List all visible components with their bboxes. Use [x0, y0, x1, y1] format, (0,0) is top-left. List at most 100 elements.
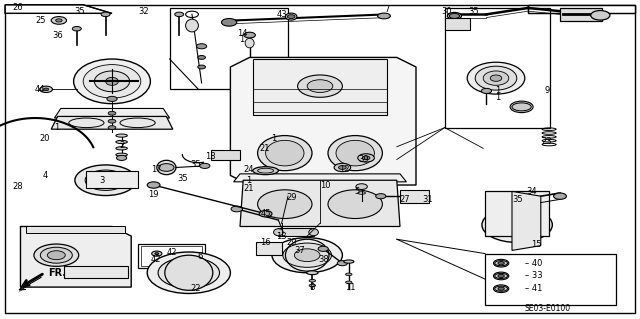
Text: 17: 17: [152, 165, 162, 174]
Ellipse shape: [273, 229, 283, 236]
Text: SE03-E0100: SE03-E0100: [524, 304, 570, 313]
Circle shape: [107, 96, 117, 101]
Ellipse shape: [116, 153, 127, 156]
Circle shape: [481, 88, 492, 93]
Text: 35: 35: [75, 7, 85, 16]
Ellipse shape: [34, 244, 79, 266]
Ellipse shape: [346, 281, 352, 284]
Text: 19: 19: [148, 190, 159, 199]
Circle shape: [510, 101, 533, 113]
Text: 35: 35: [177, 174, 188, 183]
Text: 43: 43: [276, 10, 287, 19]
Text: 7: 7: [385, 5, 390, 14]
Text: 38: 38: [318, 256, 328, 264]
Text: 16: 16: [260, 238, 271, 247]
Ellipse shape: [309, 284, 316, 287]
Circle shape: [147, 182, 160, 188]
Text: 6: 6: [198, 252, 203, 261]
Circle shape: [44, 88, 49, 91]
Ellipse shape: [328, 136, 383, 171]
Text: 31: 31: [422, 195, 433, 204]
Circle shape: [108, 119, 116, 123]
Text: 42: 42: [150, 256, 161, 264]
Bar: [138, 244, 205, 268]
Polygon shape: [51, 116, 173, 129]
Ellipse shape: [346, 273, 352, 276]
Circle shape: [504, 219, 530, 231]
Circle shape: [161, 257, 172, 263]
Text: 29: 29: [286, 193, 296, 202]
Text: 35: 35: [468, 7, 479, 16]
Text: 35: 35: [512, 195, 522, 204]
Text: 9: 9: [545, 86, 550, 95]
Ellipse shape: [336, 140, 374, 166]
Circle shape: [147, 252, 230, 293]
Circle shape: [356, 184, 367, 189]
Text: 28: 28: [13, 182, 23, 191]
Ellipse shape: [258, 136, 312, 171]
Circle shape: [498, 262, 504, 265]
Ellipse shape: [258, 190, 312, 219]
Ellipse shape: [74, 59, 150, 104]
Circle shape: [318, 246, 328, 251]
Ellipse shape: [447, 12, 461, 19]
Text: 45: 45: [260, 209, 271, 218]
Polygon shape: [240, 180, 400, 226]
Ellipse shape: [116, 134, 127, 137]
Circle shape: [493, 213, 541, 237]
Text: 8: 8: [310, 283, 315, 292]
Text: 22: 22: [190, 284, 200, 293]
Circle shape: [482, 207, 552, 242]
Polygon shape: [18, 274, 45, 293]
Circle shape: [51, 17, 67, 24]
Text: 3: 3: [100, 176, 105, 185]
Text: 42: 42: [166, 248, 177, 256]
Ellipse shape: [467, 62, 525, 94]
Circle shape: [498, 287, 504, 290]
Ellipse shape: [483, 71, 509, 85]
Text: 1: 1: [495, 93, 500, 102]
Bar: [485, 191, 549, 236]
Polygon shape: [528, 5, 635, 13]
Text: 15: 15: [531, 240, 541, 249]
Text: 30: 30: [442, 7, 452, 16]
Circle shape: [449, 13, 460, 19]
Text: 27: 27: [400, 195, 410, 204]
Text: 21: 21: [259, 144, 269, 153]
Text: 2: 2: [119, 141, 124, 150]
Bar: [26, 226, 125, 233]
Circle shape: [85, 170, 126, 190]
Ellipse shape: [165, 255, 212, 290]
Circle shape: [554, 193, 566, 199]
Circle shape: [56, 19, 62, 22]
Circle shape: [181, 269, 196, 277]
Circle shape: [244, 32, 255, 38]
Circle shape: [339, 166, 346, 169]
Circle shape: [116, 155, 127, 160]
Circle shape: [159, 164, 174, 171]
Ellipse shape: [344, 260, 354, 263]
Text: 1: 1: [54, 123, 59, 132]
Ellipse shape: [253, 167, 278, 175]
Circle shape: [376, 194, 386, 199]
Circle shape: [591, 11, 610, 20]
Circle shape: [108, 111, 116, 115]
Bar: [278, 228, 314, 236]
Circle shape: [152, 251, 162, 256]
Circle shape: [40, 86, 52, 93]
Circle shape: [294, 249, 320, 262]
Circle shape: [108, 126, 116, 130]
Ellipse shape: [186, 19, 198, 32]
Text: 10: 10: [320, 181, 330, 189]
Ellipse shape: [475, 66, 517, 90]
Circle shape: [231, 206, 243, 212]
Circle shape: [493, 272, 509, 280]
Text: – 40: – 40: [525, 259, 542, 268]
Text: 1: 1: [239, 35, 244, 44]
Polygon shape: [512, 191, 541, 250]
Bar: [253, 59, 387, 115]
Bar: [141, 246, 202, 266]
Circle shape: [362, 156, 370, 160]
Circle shape: [283, 243, 332, 267]
Bar: [485, 254, 616, 305]
